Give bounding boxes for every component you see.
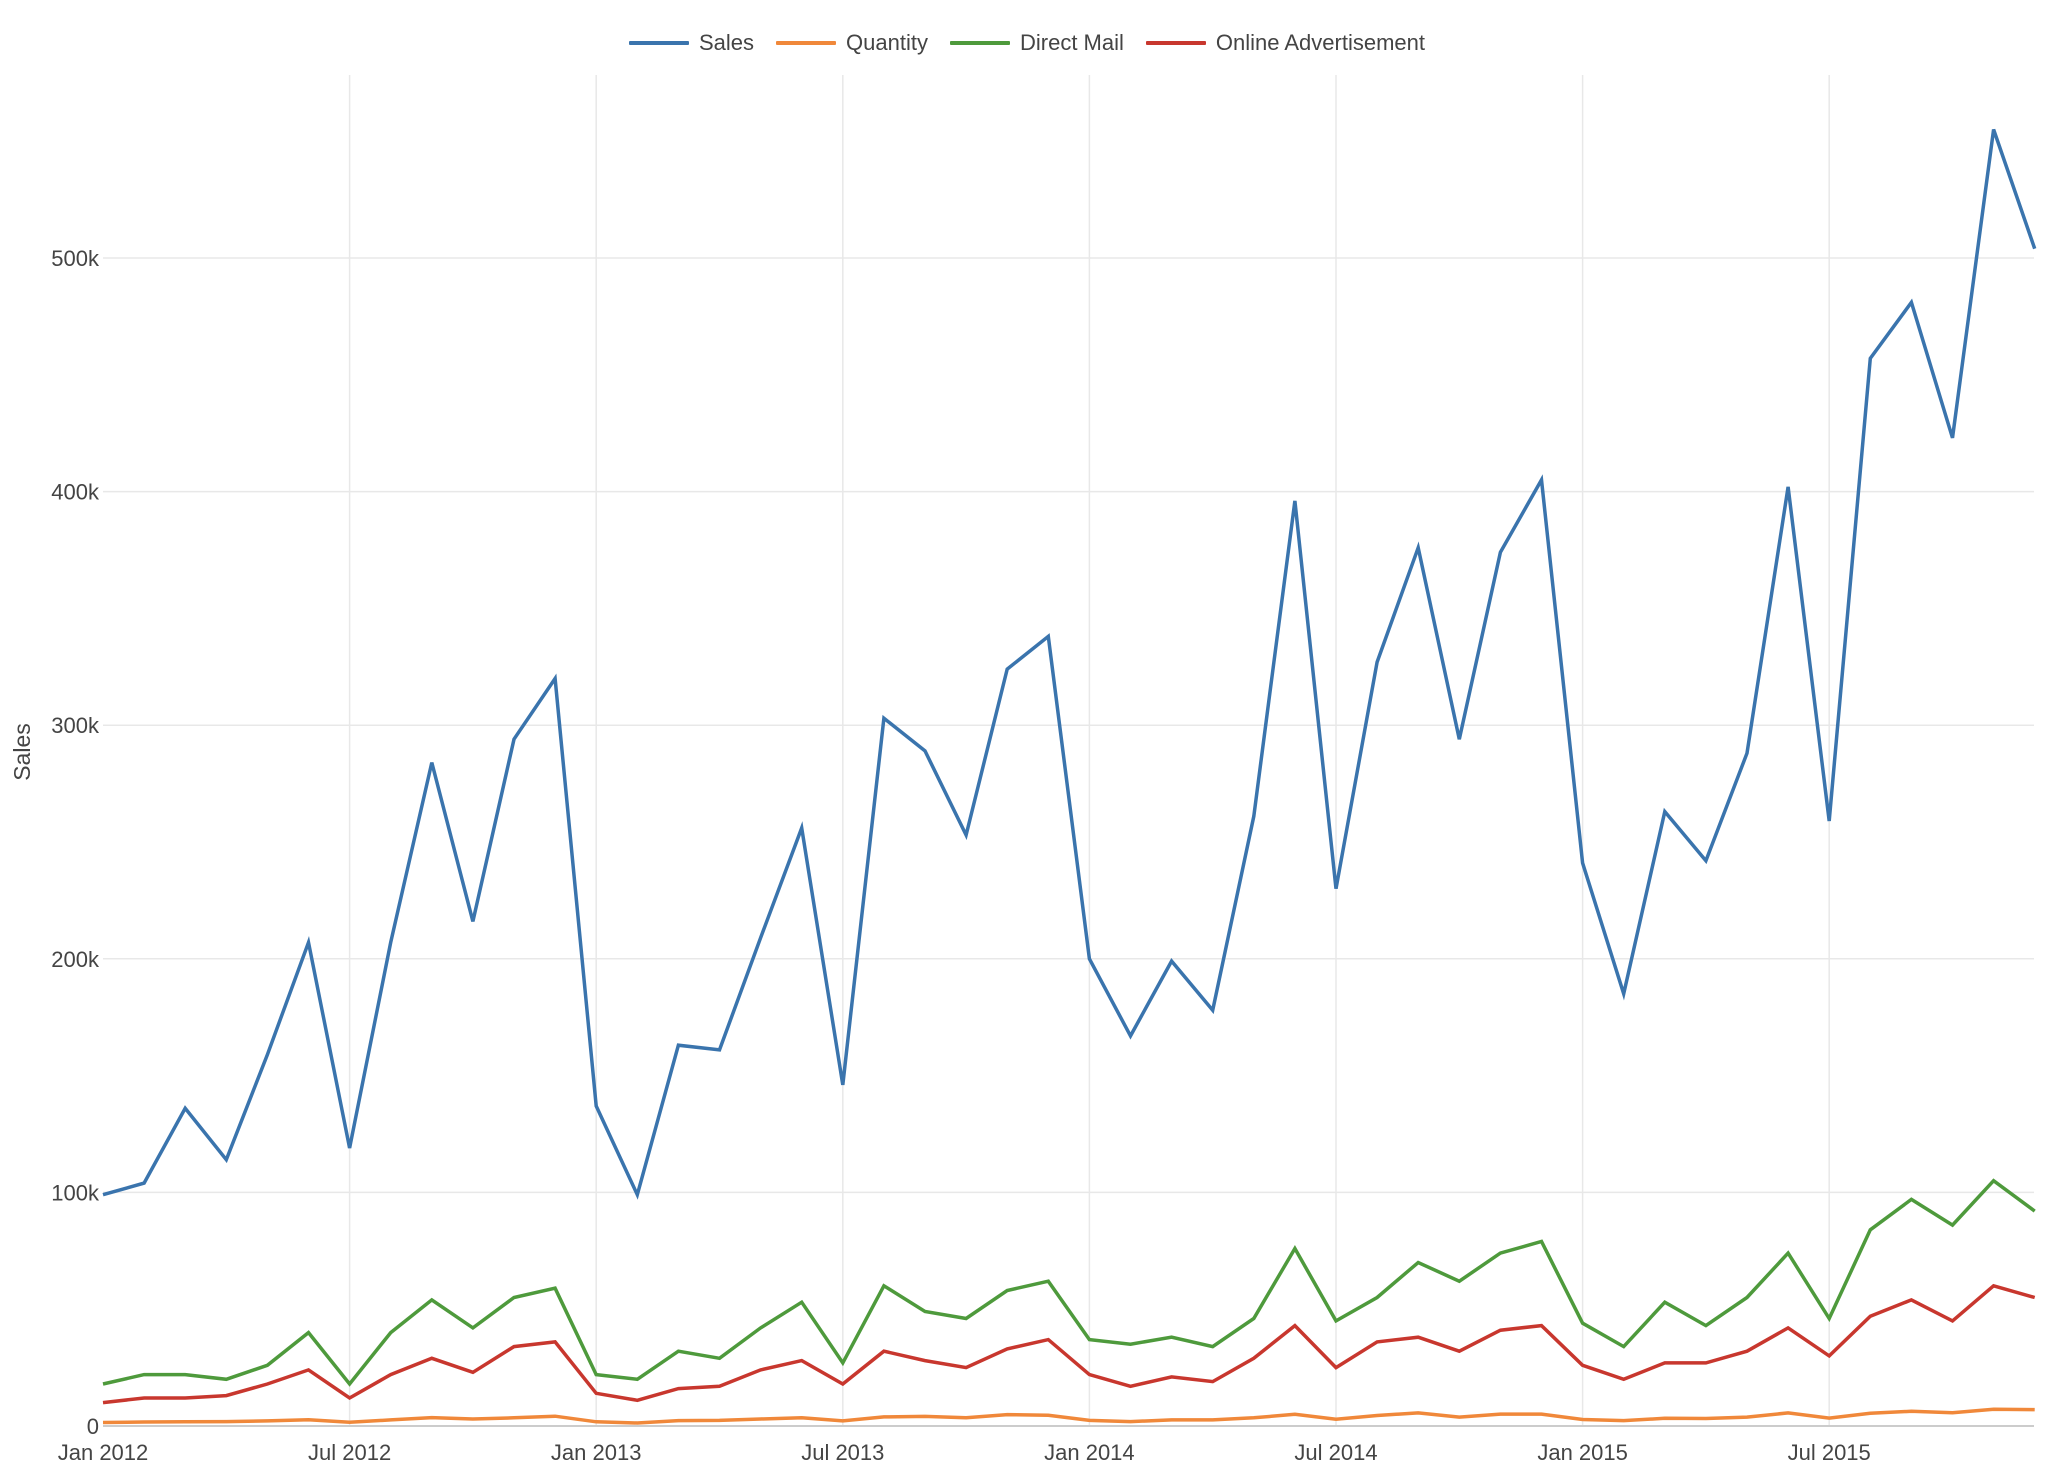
legend-label: Direct Mail xyxy=(1019,30,1124,55)
online-advertisement-line-swatch-icon xyxy=(1145,41,1206,45)
legend-label: Sales xyxy=(699,30,755,55)
y-tick-label: 100k xyxy=(51,1180,100,1205)
gridlines xyxy=(103,75,2034,1427)
y-axis-label: Sales xyxy=(9,723,35,781)
y-tick-label: 400k xyxy=(51,480,100,505)
x-tick-label: Jul 2013 xyxy=(801,1440,884,1465)
data-series xyxy=(102,128,2037,1425)
legend-item-quantity[interactable]: Quantity xyxy=(776,30,928,56)
x-tick-label: Jul 2012 xyxy=(308,1440,391,1465)
direct-mail-line[interactable] xyxy=(102,1178,2036,1387)
y-tick-label: 200k xyxy=(51,947,100,972)
x-tick-label: Jul 2014 xyxy=(1294,1440,1377,1465)
x-axis-ticks: Jan 2012 Jul 2012 Jan 2013 Jul 2013 Jan 2014… xyxy=(58,1440,1871,1465)
x-tick-label: Jan 2014 xyxy=(1044,1440,1135,1465)
sales-line-swatch-icon xyxy=(629,41,689,45)
x-tick-label: Jan 2013 xyxy=(551,1440,642,1465)
legend-label: Quantity xyxy=(846,30,928,55)
quantity-line[interactable] xyxy=(102,1407,2035,1425)
legend-item-direct-mail[interactable]: Direct Mail xyxy=(949,30,1124,56)
online-advertisement-line[interactable] xyxy=(102,1283,2036,1405)
sales-line[interactable] xyxy=(102,128,2037,1200)
quantity-line-swatch-icon xyxy=(776,41,837,45)
y-tick-label: 300k xyxy=(51,713,100,738)
direct-mail-line-swatch-icon xyxy=(949,41,1010,45)
x-tick-label: Jan 2015 xyxy=(1537,1440,1628,1465)
legend-item-sales[interactable]: Sales xyxy=(629,30,754,56)
x-tick-label: Jan 2012 xyxy=(58,1440,149,1465)
legend-item-online-advertisement[interactable]: Online Advertisement xyxy=(1145,30,1425,56)
legend-label: Online Advertisement xyxy=(1215,30,1425,55)
y-tick-label: 500k xyxy=(51,246,100,271)
y-axis-ticks: 0 100k 200k 300k 400k 500k xyxy=(51,246,100,1439)
chart-legend: Sales Quantity Direct Mail Online Advert… xyxy=(0,30,2054,56)
y-tick-label: 0 xyxy=(87,1414,99,1439)
x-tick-label: Jul 2015 xyxy=(1788,1440,1871,1465)
